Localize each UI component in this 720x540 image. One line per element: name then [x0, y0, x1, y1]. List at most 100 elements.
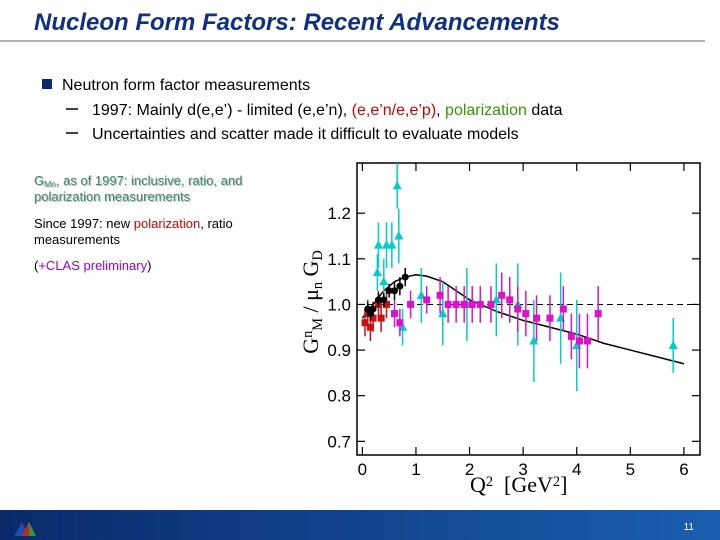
- data-point: [460, 300, 468, 308]
- text-segment: G: [298, 260, 323, 282]
- data-point: [372, 267, 382, 276]
- text-segment: ,: [436, 102, 445, 119]
- data-point: [476, 300, 484, 308]
- data-point: [438, 308, 448, 318]
- text-segment: , ratio: [200, 216, 233, 231]
- text-segment: ): [147, 258, 151, 273]
- page-number: 11: [684, 522, 695, 533]
- data-point: [436, 291, 444, 299]
- data-point: [391, 310, 399, 318]
- text-segment: ]: [560, 472, 567, 497]
- data-point: [380, 296, 388, 304]
- text-segment: Since 1997: new: [34, 216, 134, 231]
- data-point: [366, 323, 374, 331]
- x-tick-label: 4: [572, 460, 581, 479]
- data-point: [444, 300, 452, 308]
- text-segment: / μ: [298, 289, 323, 318]
- data-point: [391, 287, 399, 295]
- data-point: [487, 300, 495, 308]
- plot-frame: [356, 162, 701, 456]
- x-tick-label: 3: [518, 460, 527, 479]
- text-segment: polarization measurements: [34, 189, 191, 204]
- text-segment: data: [527, 102, 563, 119]
- data-point: [522, 310, 530, 318]
- slide-title: Nucleon Form Factors: Recent Advancement…: [34, 9, 560, 36]
- text-segment: polarization: [134, 216, 201, 231]
- data-point: [369, 305, 377, 313]
- x-tick-label: 1: [411, 460, 420, 479]
- data-point: [567, 332, 575, 340]
- y-tick-label: 1.1: [327, 250, 351, 269]
- x-tick-label: 2: [465, 460, 474, 479]
- data-point: [506, 296, 514, 304]
- theory-curve: [361, 274, 685, 365]
- text-segment: M: [310, 318, 326, 331]
- text-segment: Mn: [44, 179, 56, 189]
- data-point: [468, 300, 476, 308]
- text-segment: , as of 1997: inclusive, ratio, and: [56, 173, 242, 188]
- text-segment: 2: [486, 474, 493, 490]
- x-tick-label: 0: [358, 460, 367, 479]
- text-segment: G: [34, 173, 44, 188]
- data-point: [361, 319, 369, 327]
- text-line: Q2 [GeV2]: [470, 472, 567, 497]
- data-point: [452, 300, 460, 308]
- x-tick-label: 6: [679, 460, 688, 479]
- data-point: [373, 240, 383, 249]
- text-segment: +CLAS preliminary: [38, 258, 147, 273]
- text-segment: (: [34, 258, 39, 273]
- y-tick-label: 0.9: [327, 341, 351, 360]
- text-segment: 1997: Mainly d(e,e’) - limited (e,e’n),: [92, 102, 352, 119]
- data-point: [575, 337, 583, 345]
- data-point: [529, 335, 539, 345]
- y-tick-label: 0.7: [327, 432, 351, 451]
- text-line: measurements: [34, 232, 120, 247]
- data-point: [377, 314, 385, 322]
- text-segment: 2: [553, 474, 560, 490]
- x-tick-label: 5: [626, 460, 635, 479]
- footer-bar: [0, 510, 720, 540]
- text-segment: n: [310, 282, 326, 289]
- y-tick-label: 0.8: [327, 387, 351, 406]
- text-segment: polarization: [445, 102, 527, 119]
- data-point: [594, 310, 602, 318]
- logo: [14, 522, 36, 536]
- data-point: [559, 305, 567, 313]
- data-point: [514, 305, 522, 313]
- data-point: [396, 319, 404, 327]
- data-point: [583, 337, 591, 345]
- data-point: [668, 340, 678, 349]
- text-line: (+CLAS preliminary): [34, 258, 151, 273]
- bullet-square: [42, 79, 52, 89]
- text-line: GnM / μn GD: [298, 250, 326, 354]
- data-point: [396, 282, 404, 290]
- bullet-text: Neutron form factor measurements: [62, 77, 310, 94]
- text-segment: D: [310, 250, 326, 260]
- text-segment: Uncertainties and scatter made it diffic…: [92, 126, 519, 143]
- data-point: [385, 287, 393, 295]
- text-segment: G: [298, 338, 323, 354]
- text-segment: [GeV: [493, 472, 553, 497]
- text-line: Uncertainties and scatter made it diffic…: [92, 126, 519, 143]
- text-line: Since 1997: new polarization, ratio: [34, 216, 233, 231]
- data-point: [392, 180, 402, 190]
- text-segment: n: [300, 331, 316, 338]
- data-point: [374, 296, 382, 304]
- data-point: [546, 314, 554, 322]
- text-segment: (e,e’n/e,e’p): [352, 102, 437, 119]
- data-point: [401, 273, 409, 281]
- y-tick-label: 1.0: [327, 295, 351, 314]
- data-point: [394, 231, 404, 240]
- text-segment: measurements: [34, 232, 120, 247]
- data-point: [387, 240, 397, 249]
- data-point: [423, 296, 431, 304]
- y-tick-label: 1.2: [327, 204, 351, 223]
- text-line: 1997: Mainly d(e,e’) - limited (e,e’n), …: [92, 102, 563, 119]
- data-point: [407, 300, 415, 308]
- data-point: [382, 300, 390, 308]
- data-point: [533, 314, 541, 322]
- text-line: GMn, as of 1997: inclusive, ratio, and: [34, 173, 242, 189]
